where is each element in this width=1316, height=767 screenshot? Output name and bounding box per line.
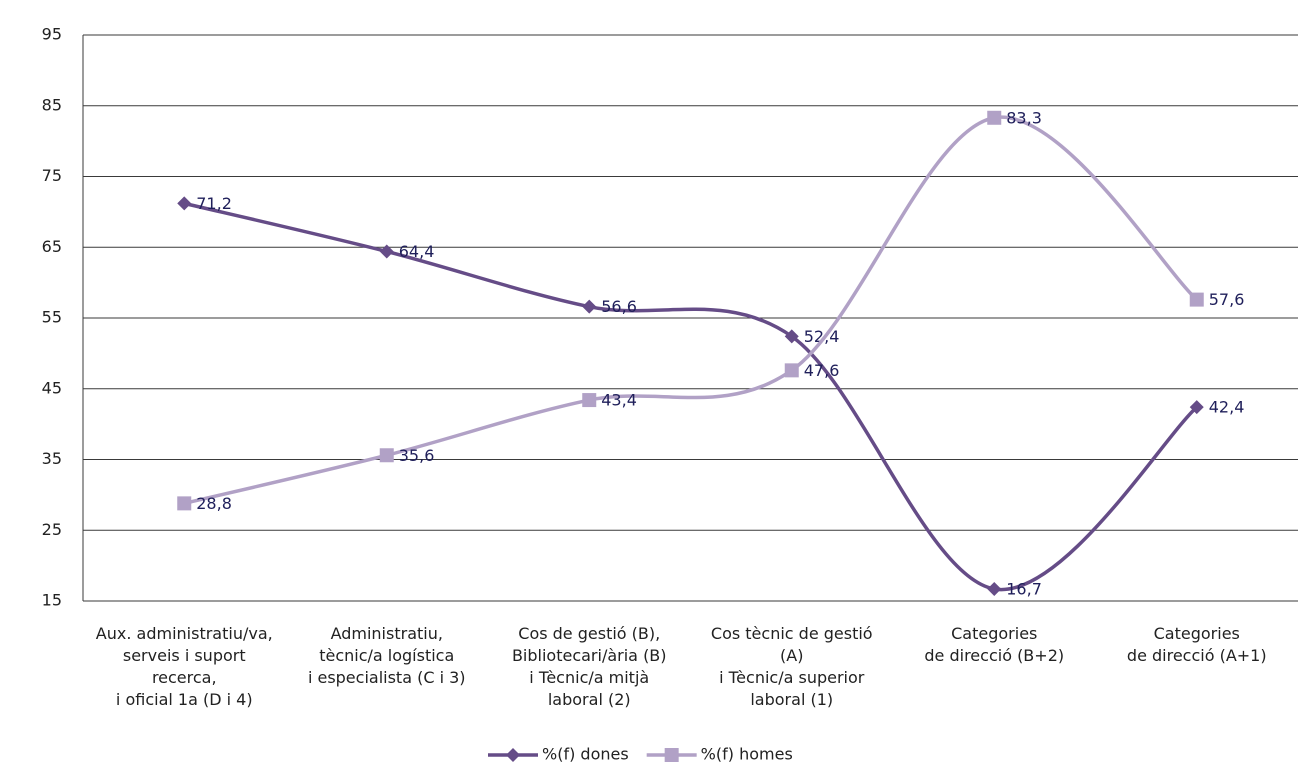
data-label: 71,2 bbox=[196, 194, 232, 213]
x-tick-label: Categories de direcció (A+1) bbox=[1127, 624, 1267, 665]
series-line bbox=[183, 201, 1198, 592]
data-point bbox=[1189, 292, 1204, 307]
legend-marker bbox=[506, 748, 520, 762]
data-point bbox=[177, 496, 192, 511]
data-label: 35,6 bbox=[399, 446, 435, 465]
legend-marker bbox=[664, 748, 679, 762]
y-tick-label: 75 bbox=[42, 166, 62, 185]
legend-label: %(f) homes bbox=[701, 745, 793, 764]
x-tick-label: Cos de gestió (B), Bibliotecari/ària (B) i… bbox=[512, 624, 667, 709]
data-label: 42,4 bbox=[1209, 398, 1245, 417]
data-point bbox=[177, 196, 192, 211]
data-label: 57,6 bbox=[1209, 290, 1245, 309]
y-tick-label: 45 bbox=[42, 378, 62, 397]
y-tick-label: 25 bbox=[42, 520, 62, 539]
y-tick-label: 55 bbox=[42, 308, 62, 327]
data-label: 28,8 bbox=[196, 494, 232, 513]
y-tick-label: 85 bbox=[42, 95, 62, 114]
x-tick-label: Administratiu, tècnic/a logística i especi… bbox=[308, 624, 466, 687]
data-point bbox=[784, 329, 799, 344]
legend-label: %(f) dones bbox=[542, 745, 629, 764]
y-tick-label: 15 bbox=[42, 591, 62, 610]
data-label: 83,3 bbox=[1006, 108, 1042, 127]
data-point bbox=[987, 581, 1002, 596]
data-label: 43,4 bbox=[601, 391, 637, 410]
x-tick-label: Aux. administratiu/va, serveis i suport re… bbox=[96, 624, 273, 709]
data-point bbox=[784, 363, 799, 378]
y-tick-label: 65 bbox=[42, 237, 62, 256]
data-point bbox=[582, 393, 597, 408]
series-line bbox=[183, 115, 1198, 506]
data-label: 16,7 bbox=[1006, 579, 1042, 598]
data-point bbox=[379, 244, 394, 259]
x-tick-label: Categories de direcció (B+2) bbox=[924, 624, 1064, 665]
data-point bbox=[1189, 400, 1204, 415]
data-label: 47,6 bbox=[804, 361, 840, 380]
data-label: 56,6 bbox=[601, 297, 637, 316]
y-tick-label: 35 bbox=[42, 449, 62, 468]
x-tick-label: Cos tècnic de gestió (A) i Tècnic/a superi… bbox=[711, 624, 873, 709]
data-point bbox=[582, 299, 597, 314]
y-tick-label: 95 bbox=[42, 25, 62, 44]
data-point bbox=[987, 110, 1002, 125]
data-label: 64,4 bbox=[399, 242, 435, 261]
data-point bbox=[379, 448, 394, 463]
